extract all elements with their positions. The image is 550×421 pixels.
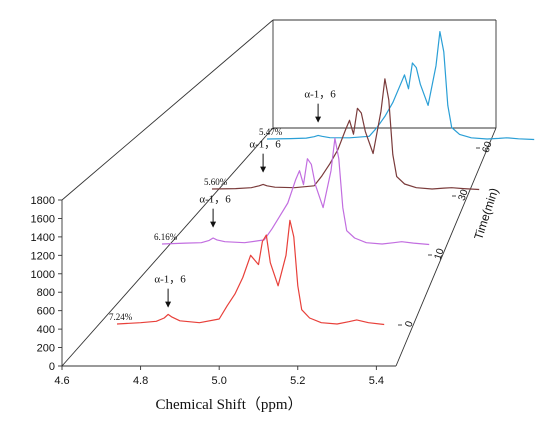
time-tick-label: 0 bbox=[404, 319, 416, 328]
time-tick-label: 30 bbox=[457, 188, 471, 202]
series-line-60 bbox=[266, 31, 535, 141]
time-axis-title: Time(min) bbox=[471, 186, 501, 241]
y-tick-label: 800 bbox=[37, 287, 55, 299]
y-tick-label: 1800 bbox=[31, 195, 55, 207]
annotation-layer: α-1，6 5.47% α-1，6 5.60% α-1，6 6.16% α-1，6 7.24% bbox=[109, 89, 336, 322]
annotation-arrowhead bbox=[260, 166, 267, 173]
series-line-30 bbox=[211, 78, 480, 191]
chart-frame bbox=[61, 19, 497, 367]
x-tick-label: 5.0 bbox=[212, 375, 227, 387]
annotation-label: α-1，6 bbox=[249, 139, 281, 151]
x-tick-label: 4.8 bbox=[133, 375, 148, 387]
annotation-label: α-1，6 bbox=[154, 274, 186, 286]
y-tick-label: 0 bbox=[49, 361, 55, 373]
annotation-arrowhead bbox=[210, 221, 217, 228]
annotation-label: α-1，6 bbox=[199, 194, 231, 206]
annotation-label: α-1，6 bbox=[304, 89, 336, 101]
y-tick-label: 1400 bbox=[31, 232, 55, 244]
x-tick-label: 4.6 bbox=[54, 375, 69, 387]
x-axis: 4.6 4.8 5.0 5.2 5.4 bbox=[54, 366, 384, 387]
percent-label: 6.16% bbox=[154, 232, 178, 242]
percent-label: 7.24% bbox=[109, 312, 133, 322]
series-line-10 bbox=[161, 137, 430, 246]
y-tick-label: 600 bbox=[37, 306, 55, 318]
y-axis: 0 200 400 600 800 1000 1200 1400 1600 1800 bbox=[31, 195, 62, 373]
time-tick-label: 10 bbox=[433, 247, 447, 261]
time-axis: 0 10 30 60 bbox=[398, 140, 495, 329]
y-tick-label: 1000 bbox=[31, 269, 55, 281]
annotation-arrowhead bbox=[165, 301, 172, 308]
x-tick-label: 5.4 bbox=[369, 375, 384, 387]
y-tick-label: 400 bbox=[37, 324, 55, 336]
x-tick-label: 5.2 bbox=[290, 375, 305, 387]
percent-label: 5.47% bbox=[259, 127, 283, 137]
y-tick-label: 1600 bbox=[31, 213, 55, 225]
x-axis-title: Chemical Shift（ppm） bbox=[155, 396, 302, 413]
series-line-0 bbox=[116, 219, 385, 326]
y-tick-label: 200 bbox=[37, 343, 55, 355]
percent-label: 5.60% bbox=[204, 177, 228, 187]
series-layer bbox=[116, 31, 535, 326]
time-tick-label: 60 bbox=[481, 140, 495, 154]
y-tick-label: 1200 bbox=[31, 250, 55, 262]
annotation-arrowhead bbox=[315, 116, 322, 123]
